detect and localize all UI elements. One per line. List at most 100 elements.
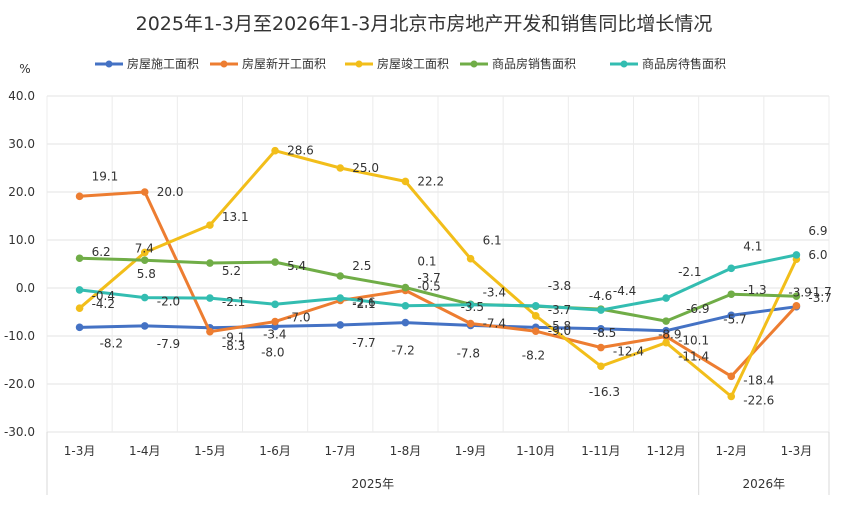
legend-entry: 商品房待售面积 — [642, 56, 726, 71]
data-label: -7.0 — [287, 311, 310, 325]
data-point — [401, 301, 410, 310]
data-label: -4.4 — [613, 284, 636, 298]
data-point — [466, 301, 475, 309]
data-label: -8.5 — [593, 326, 616, 340]
legend-entry: 房屋施工面积 — [127, 56, 199, 71]
data-label: -3.4 — [263, 327, 286, 341]
y-tick-label: -20.0 — [4, 377, 35, 391]
data-label: 5.2 — [222, 264, 241, 278]
data-point — [75, 192, 84, 201]
data-label: -7.8 — [457, 346, 480, 360]
data-point — [466, 254, 475, 263]
data-label: -0.5 — [417, 279, 440, 293]
series-layer — [75, 146, 801, 401]
x-tick-label: 1-8月 — [390, 444, 422, 458]
data-label: -2.6 — [352, 295, 375, 309]
data-label: 5.4 — [287, 259, 306, 273]
data-label: -3.7 — [808, 291, 831, 305]
data-label: -3.4 — [483, 285, 506, 299]
data-label: -10.1 — [678, 333, 709, 347]
data-label: -2.1 — [352, 297, 375, 311]
data-point — [531, 327, 540, 336]
data-label: -7.7 — [352, 336, 375, 350]
x-group-label: 2026年 — [743, 477, 786, 491]
data-label: -3.7 — [417, 271, 440, 285]
data-label: -2.1 — [222, 295, 245, 309]
data-label: 22.2 — [417, 174, 444, 188]
data-label: -11.4 — [678, 350, 709, 364]
data-label: -7.9 — [157, 337, 180, 351]
data-point — [271, 300, 279, 309]
x-tick-label: 1-7月 — [324, 444, 356, 458]
data-point — [792, 301, 801, 310]
data-point — [727, 264, 736, 273]
data-label: -3.5 — [461, 300, 484, 314]
data-label: 6.9 — [808, 224, 827, 238]
data-point — [206, 259, 214, 267]
data-label: -5.8 — [548, 319, 571, 333]
data-point — [206, 221, 214, 229]
y-tick-label: 40.0 — [8, 89, 35, 103]
y-tick-label: -10.0 — [4, 329, 35, 343]
data-label: -3.7 — [548, 303, 571, 317]
x-tick-label: 1-3月 — [781, 444, 813, 458]
data-point — [597, 325, 605, 333]
data-label: 4.1 — [743, 239, 762, 253]
data-label: -9.1 — [222, 331, 245, 345]
data-label: -6.9 — [686, 302, 709, 316]
data-label: -5.7 — [723, 312, 746, 326]
data-label: -4.6 — [589, 289, 612, 303]
data-label: 2.5 — [352, 259, 371, 273]
data-label: 6.1 — [483, 234, 502, 248]
data-label: -8.3 — [222, 339, 245, 353]
data-label: -8.9 — [658, 328, 681, 342]
series-line — [78, 149, 798, 398]
data-point — [140, 322, 149, 330]
data-point — [401, 318, 410, 327]
y-tick-label: 0.0 — [16, 281, 35, 295]
x-tick-label: 1-4月 — [129, 444, 161, 458]
data-label: 6.0 — [808, 248, 827, 262]
data-label: -1.3 — [743, 283, 766, 297]
data-label: 5.8 — [137, 267, 156, 281]
data-label: 20.0 — [157, 185, 184, 199]
data-point — [531, 312, 540, 320]
data-point — [662, 332, 670, 341]
data-point — [597, 306, 605, 314]
data-point — [336, 294, 345, 302]
data-label: 19.1 — [92, 169, 119, 183]
x-tick-label: 1-12月 — [646, 444, 685, 458]
legend-entry: 房屋竣工面积 — [377, 56, 449, 71]
x-tick-label: 1-9月 — [455, 444, 487, 458]
x-group-label: 2025年 — [352, 477, 395, 491]
series-line — [79, 190, 798, 378]
data-point — [140, 248, 149, 257]
data-point — [727, 311, 736, 320]
y-tick-label: 20.0 — [8, 185, 35, 199]
legend-swatch-marker — [620, 60, 628, 68]
data-point — [401, 283, 410, 292]
data-point — [75, 286, 84, 294]
data-point — [271, 258, 279, 266]
data-point — [727, 290, 736, 299]
legend-entry: 房屋新开工面积 — [242, 56, 326, 71]
data-point — [75, 304, 84, 312]
x-tick-label: 1-10月 — [516, 444, 555, 458]
data-label: -22.6 — [743, 393, 774, 407]
data-label: -12.4 — [613, 345, 644, 359]
y-tick-label: 30.0 — [8, 137, 35, 151]
legend: 房屋施工面积 房屋新开工面积 房屋竣工面积 商品房销售面积 商品房待售面积 — [95, 56, 726, 71]
data-label: -8.0 — [261, 345, 284, 359]
y-axis-unit: % — [19, 62, 30, 76]
data-label: -1.7 — [808, 285, 831, 299]
data-point — [662, 338, 670, 347]
x-tick-label: 1-3月 — [64, 444, 96, 458]
data-point — [466, 319, 475, 328]
data-label: 13.1 — [222, 210, 249, 224]
data-label: -3.9 — [788, 286, 811, 300]
series-line — [79, 256, 797, 323]
data-point — [336, 272, 345, 280]
data-label: 0.1 — [417, 255, 436, 269]
data-point — [401, 177, 410, 186]
